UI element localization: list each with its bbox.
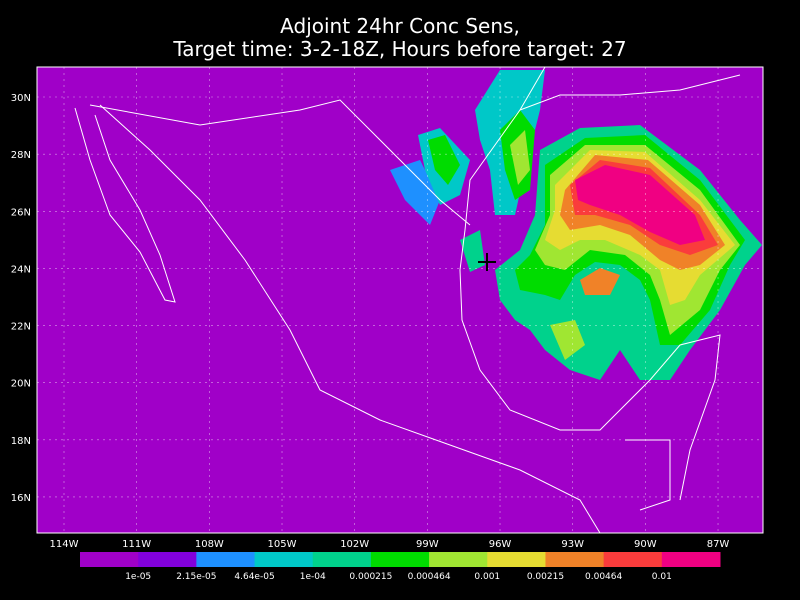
colorbar-label: 2.15e-05 — [176, 572, 216, 582]
border — [625, 439, 671, 511]
lat-tick-label: 26N — [11, 207, 31, 218]
color-swatch — [370, 552, 430, 567]
color-swatch — [545, 552, 605, 567]
color-swatch — [312, 552, 372, 567]
color-swatch — [138, 552, 197, 567]
coastline — [519, 74, 741, 111]
color-swatch — [196, 552, 256, 567]
contour — [510, 130, 530, 185]
lon-tick-label: 96W — [489, 539, 512, 550]
color-swatch — [429, 552, 488, 567]
lon-tick-label: 99W — [416, 539, 439, 550]
colorbar-label: 0.00215 — [527, 572, 564, 582]
color-swatch — [487, 552, 546, 567]
colorbar-label: 1e-05 — [125, 572, 151, 582]
border — [89, 99, 471, 226]
contour — [575, 165, 705, 245]
coastline — [99, 104, 601, 534]
colorbar-label: 0.000215 — [349, 572, 392, 582]
lat-tick-label: 20N — [11, 379, 31, 390]
color-swatch — [661, 552, 721, 567]
contour — [580, 268, 620, 295]
lon-tick-label: 105W — [268, 539, 297, 550]
lon-tick-label: 108W — [195, 539, 224, 550]
colorbar-label: 0.001 — [474, 572, 500, 582]
contour — [550, 320, 585, 360]
lon-tick-label: 87W — [707, 539, 730, 550]
lon-tick-label: 102W — [340, 539, 369, 550]
lat-tick-label: 28N — [11, 150, 31, 161]
lon-tick-label: 90W — [634, 539, 657, 550]
title-line: Target time: 3-2-18Z, Hours before targe… — [172, 37, 626, 61]
color-swatch — [80, 552, 139, 567]
lat-tick-label: 18N — [11, 436, 31, 447]
colorbar-label: 0.00464 — [585, 572, 622, 582]
colorbar: 1e-05 2.15e-05 4.64e-05 1e-04 0.000215 0.0004… — [80, 552, 721, 582]
lat-tick-label: 22N — [11, 322, 31, 333]
target-marker — [478, 253, 496, 271]
colorbar-label: 0.000464 — [408, 572, 451, 582]
color-swatch — [254, 552, 314, 567]
colorbar-label: 4.64e-05 — [234, 572, 274, 582]
map-frame — [36, 66, 764, 534]
graticule — [37, 67, 763, 533]
lat-tick-label: 30N — [11, 93, 31, 104]
color-swatch — [603, 552, 663, 567]
lat-tick-label: 16N — [11, 493, 31, 504]
lon-tick-label: 111W — [122, 539, 151, 550]
contour — [428, 135, 460, 185]
coastlines — [74, 66, 741, 534]
lon-tick-label: 114W — [50, 539, 79, 550]
coastline — [74, 107, 176, 303]
lon-tick-label: 93W — [561, 539, 584, 550]
title-line: Adjoint 24hr Conc Sens, — [280, 14, 520, 38]
lat-tick-label: 24N — [11, 264, 31, 275]
colorbar-label: 1e-04 — [300, 572, 326, 582]
colorbar-label: 0.01 — [652, 572, 672, 582]
coastline — [459, 66, 721, 501]
